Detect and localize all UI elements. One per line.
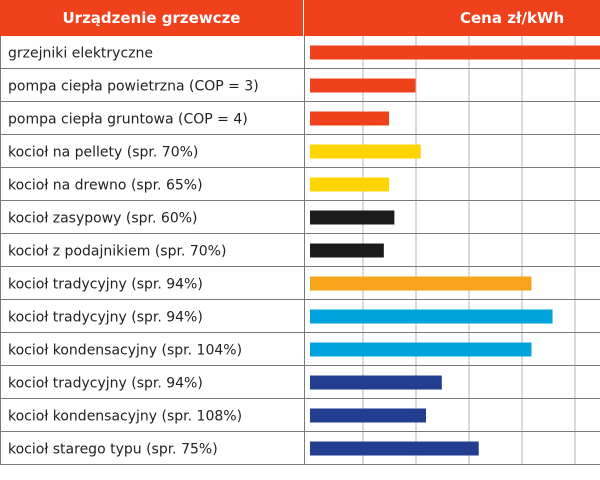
bar bbox=[310, 177, 390, 192]
category-label: kocioł z podajnikiem (spr. 70%) bbox=[8, 244, 226, 260]
bar bbox=[310, 144, 421, 159]
category-label: kocioł tradycyjny (spr. 94%) bbox=[8, 310, 203, 326]
table-header: Urządzenie grzewcze Cena zł/kWh bbox=[0, 0, 600, 36]
device-column-header: Urządzenie grzewcze bbox=[0, 0, 304, 36]
price-column-header: Cena zł/kWh bbox=[460, 9, 565, 27]
category-label: pompa ciepła gruntowa (COP = 4) bbox=[8, 112, 248, 128]
category-label: kocioł zasypowy (spr. 60%) bbox=[8, 211, 198, 227]
bar bbox=[310, 243, 384, 258]
category-label: kocioł na drewno (spr. 65%) bbox=[8, 178, 203, 194]
bar bbox=[310, 276, 532, 291]
bar bbox=[310, 342, 532, 357]
category-label: kocioł tradycyjny (spr. 94%) bbox=[8, 277, 203, 293]
category-label: kocioł kondensacyjny (spr. 104%) bbox=[8, 343, 242, 359]
bar bbox=[310, 441, 479, 456]
bar bbox=[310, 45, 600, 60]
bar bbox=[310, 78, 416, 93]
bar bbox=[310, 309, 553, 324]
category-label: grzejniki elektryczne bbox=[8, 46, 153, 62]
category-label: kocioł tradycyjny (spr. 94%) bbox=[8, 376, 203, 392]
category-label: kocioł starego typu (spr. 75%) bbox=[8, 442, 218, 458]
category-label: kocioł na pellety (spr. 70%) bbox=[8, 145, 198, 161]
category-label: kocioł kondensacyjny (spr. 108%) bbox=[8, 409, 242, 425]
bar bbox=[310, 408, 426, 423]
bar bbox=[310, 210, 395, 225]
bar bbox=[310, 111, 390, 126]
bar-chart: grzejniki elektryczne pompa ciepła powiet… bbox=[0, 36, 600, 465]
category-label: pompa ciepła powietrzna (COP = 3) bbox=[8, 79, 259, 95]
bar bbox=[310, 375, 442, 390]
